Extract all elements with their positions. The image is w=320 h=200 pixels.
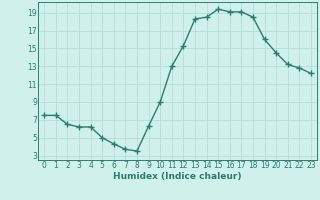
X-axis label: Humidex (Indice chaleur): Humidex (Indice chaleur)	[113, 172, 242, 181]
